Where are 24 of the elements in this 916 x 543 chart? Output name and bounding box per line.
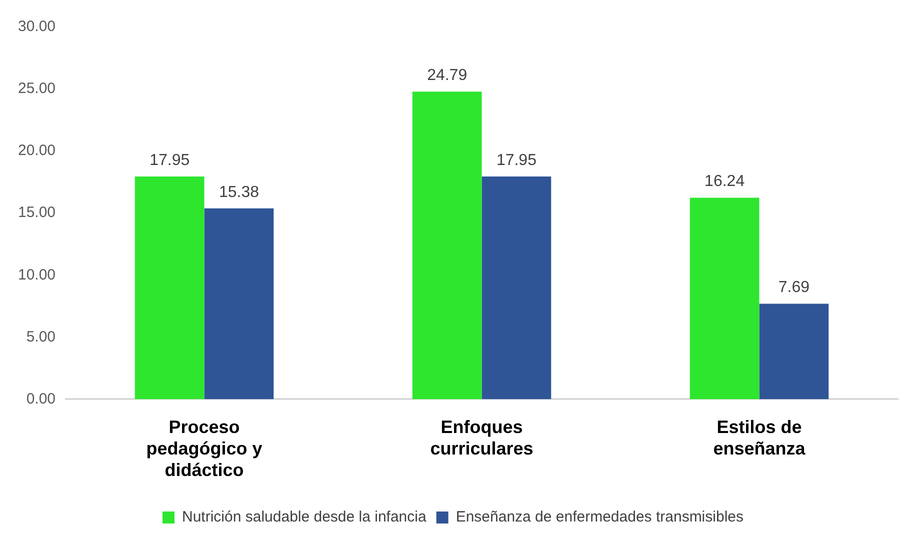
y-tick-label: 20.00 [18,142,56,160]
bar [690,198,760,400]
x-tick-label: Estilos de enseñanza [713,416,806,459]
legend-label: Enseñanza de enfermedades transmisibles [456,508,744,526]
data-label: 24.79 [427,67,468,84]
data-label: 17.95 [150,152,190,169]
x-tick-label: Enfoques curriculares [430,416,534,459]
bar [204,208,274,400]
data-label: 7.69 [778,279,810,296]
data-label: 17.95 [496,152,537,169]
y-tick-label: 0.00 [26,390,56,408]
y-tick-label: 30.00 [18,18,56,36]
y-tick-label: 5.00 [26,328,56,346]
bar [412,92,482,400]
y-tick-label: 25.00 [18,80,56,98]
x-tick-label: Proceso pedagógico y didáctico [146,416,262,480]
data-label: 16.24 [704,173,745,190]
bar [759,304,829,400]
y-tick-label: 10.00 [18,266,56,284]
bar [482,176,552,400]
y-tick-label: 15.00 [18,204,56,222]
legend-label: Nutrición saludable desde la infancia [182,508,427,526]
data-label: 15.38 [218,184,260,201]
bar [134,176,204,400]
